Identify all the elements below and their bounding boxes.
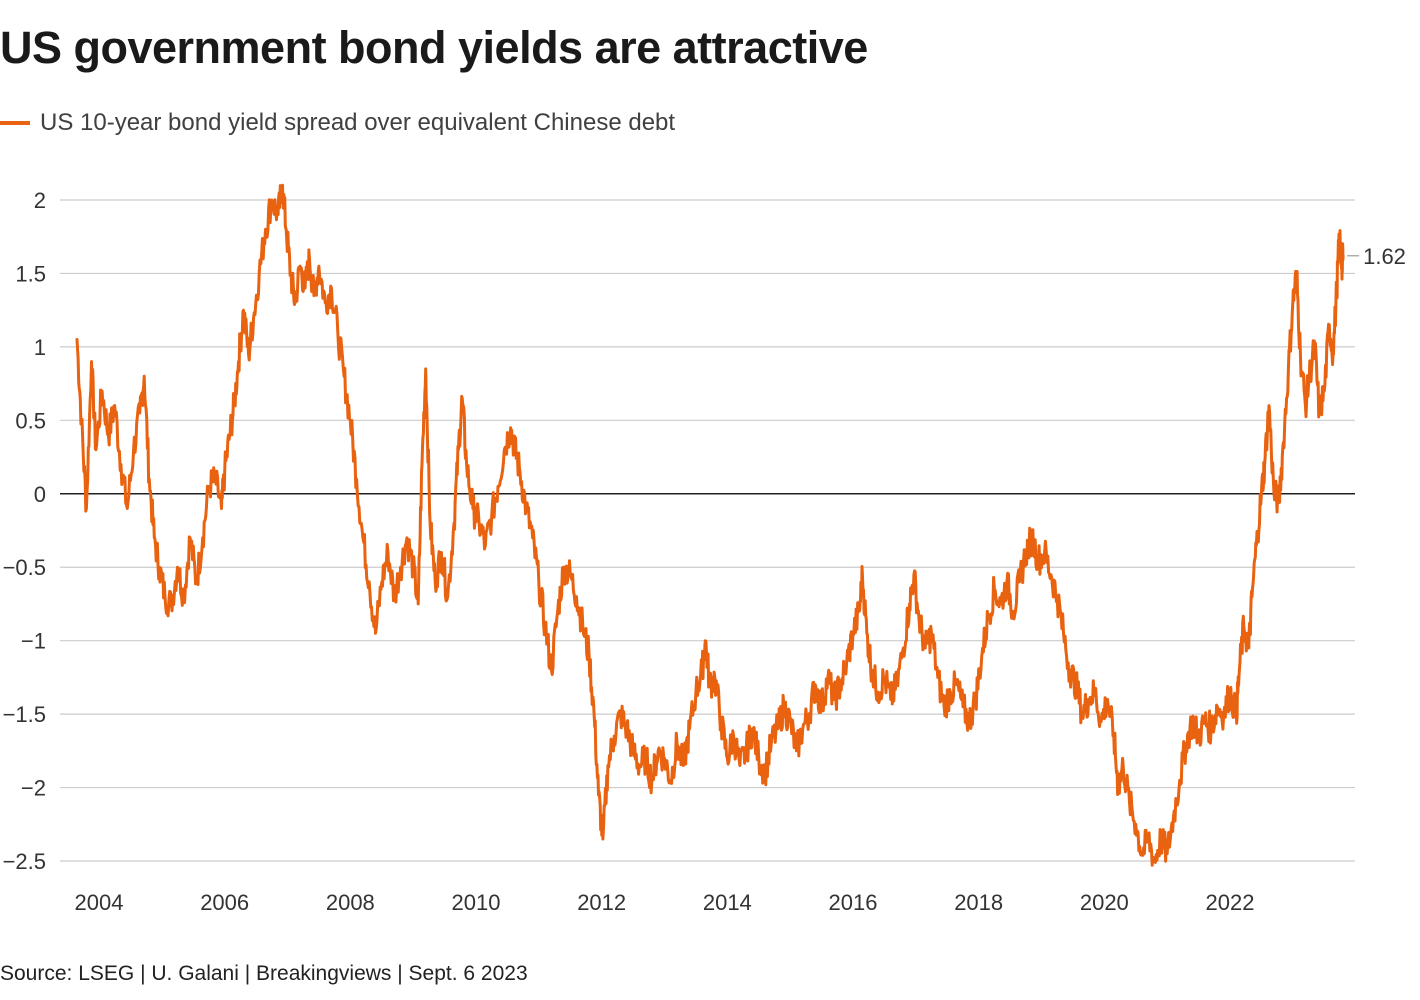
y-tick-label: 0.5 (15, 408, 46, 433)
annotations: 1.62 (1347, 244, 1406, 269)
source-note: Source: LSEG | U. Galani | Breakingviews… (0, 962, 528, 985)
y-tick-label: −2.5 (3, 849, 46, 874)
x-tick-label: 2008 (326, 890, 375, 915)
chart-title: US government bond yields are attractive (0, 22, 868, 73)
legend: US 10-year bond yield spread over equiva… (0, 108, 675, 138)
y-tick-label: −2 (21, 776, 46, 801)
y-tick-label: 0 (34, 482, 46, 507)
x-tick-label: 2022 (1206, 890, 1255, 915)
x-tick-label: 2014 (703, 890, 752, 915)
y-tick-label: −1 (21, 629, 46, 654)
x-tick-label: 2018 (954, 890, 1003, 915)
y-tick-label: −0.5 (3, 555, 46, 580)
legend-swatch (0, 121, 30, 125)
x-tick-label: 2012 (577, 890, 626, 915)
series-line (75, 183, 1345, 867)
x-tick-label: 2010 (452, 890, 501, 915)
x-tick-label: 2004 (75, 890, 124, 915)
x-tick-label: 2020 (1080, 890, 1129, 915)
series-layer (75, 183, 1345, 867)
x-tick-label: 2016 (829, 890, 878, 915)
y-axis-ticks: 2 1.5 1 0.5 0 −0.5 −1 −1.5 −2 −2.5 (3, 188, 46, 874)
y-tick-label: 1 (34, 335, 46, 360)
end-value-label: 1.62 (1363, 244, 1406, 269)
gridlines (60, 199, 1355, 862)
x-tick-label: 2006 (200, 890, 249, 915)
legend-label: US 10-year bond yield spread over equiva… (40, 109, 676, 136)
x-axis-ticks: 2004 2006 2008 2010 2012 2014 2016 2018 2020 2022 (75, 890, 1255, 915)
y-tick-label: 2 (34, 188, 46, 213)
y-tick-label: 1.5 (15, 261, 46, 286)
line-chart: 21.510.50−0.5−1−1.5−2−2.5 2004 2006 2008 20… (3, 183, 1406, 915)
y-tick-label: −1.5 (3, 702, 46, 727)
